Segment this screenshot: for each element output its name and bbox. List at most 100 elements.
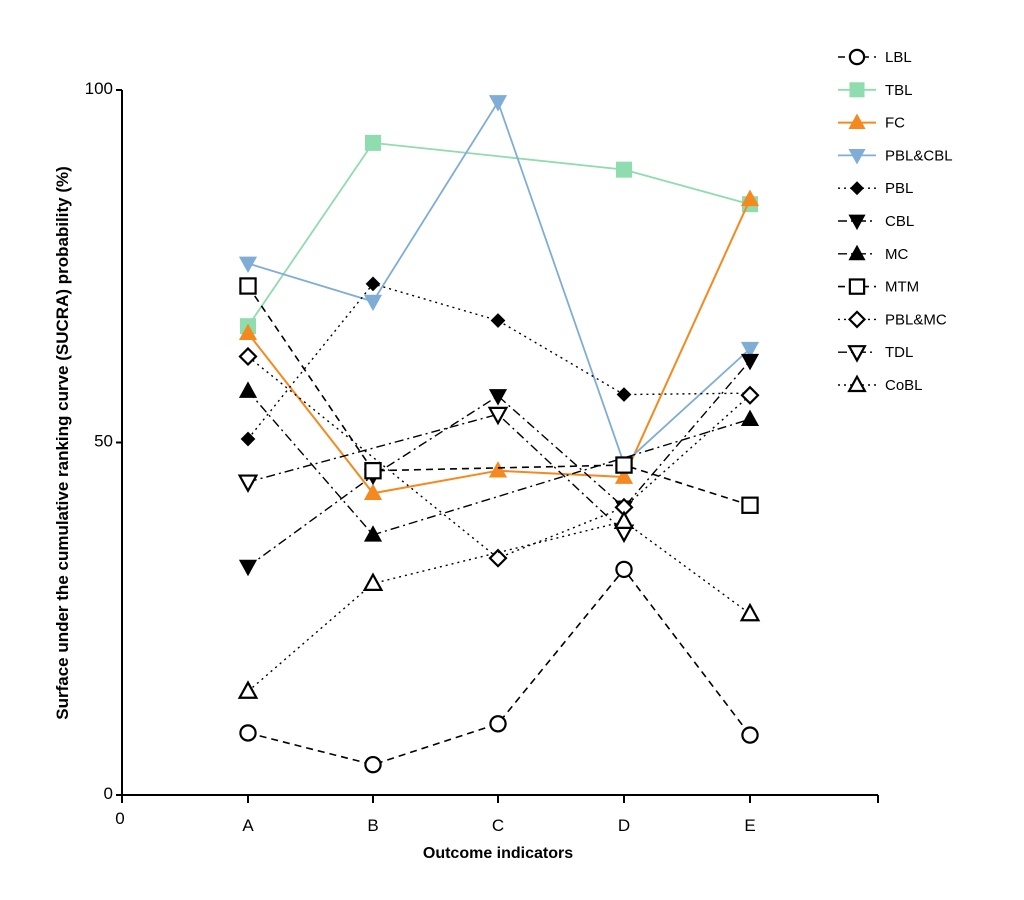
y-ticks: 0 50 100 <box>85 79 122 803</box>
y-axis-title: Surface under the cumulative ranking cur… <box>53 166 72 720</box>
series-layer <box>237 95 761 774</box>
data-point-mc <box>740 409 760 427</box>
series-line-pbl <box>247 283 751 440</box>
data-point-pbl-cbl <box>740 341 760 359</box>
series-mc <box>238 381 760 542</box>
data-point-fc <box>614 467 634 484</box>
legend-item-lbl: LBL <box>838 48 912 66</box>
legend-marker-pbl-mc <box>847 310 867 329</box>
series-line-pbl-mc <box>247 355 751 559</box>
legend-item-mc: MC <box>838 244 908 263</box>
legend-label-mc: MC <box>885 246 908 263</box>
data-point-lbl <box>364 755 382 774</box>
data-point-lbl <box>489 715 507 733</box>
legend-marker-cobl <box>847 374 867 393</box>
legend-item-cobl: CoBL <box>838 374 923 394</box>
legend-marker-lbl <box>848 48 866 66</box>
data-point-mc <box>363 525 383 542</box>
series-line-cobl <box>247 520 751 692</box>
data-point-pbl-cbl <box>238 256 258 274</box>
data-point-cbl <box>488 389 508 406</box>
legend-item-fc: FC <box>838 113 905 132</box>
x-tick-label: A <box>242 816 254 835</box>
series-cobl <box>237 510 761 699</box>
legend-label-tbl: TBL <box>885 82 913 99</box>
legend-marker-mtm <box>848 278 866 295</box>
data-point-pbl-mc <box>740 385 760 405</box>
data-point-pbl <box>616 387 632 402</box>
data-point-pbl-cbl <box>363 294 383 312</box>
x-ticks: A B C D E <box>121 795 879 835</box>
data-point-fc <box>363 483 383 501</box>
series-tbl <box>239 134 759 335</box>
legend-label-pbl-mc: PBL&MC <box>885 311 947 328</box>
legend-label-mtm: MTM <box>885 279 919 296</box>
series-line-fc <box>247 198 751 495</box>
legend-marker-fc <box>848 113 866 130</box>
data-point-mtm <box>364 462 382 480</box>
series-line-lbl <box>247 568 751 766</box>
y-tick-label: 100 <box>85 79 113 98</box>
series-fc <box>238 189 760 501</box>
series-line-tdl <box>247 413 625 533</box>
axes <box>121 90 878 796</box>
y-tick-label: 50 <box>94 432 113 451</box>
data-point-cobl <box>739 602 761 622</box>
data-point-mtm <box>615 456 633 474</box>
legend-item-pbl: PBL <box>838 180 913 197</box>
legend-label-fc: FC <box>885 115 905 132</box>
legend-label-lbl: LBL <box>885 49 912 66</box>
data-point-lbl <box>615 560 633 579</box>
data-point-lbl <box>741 726 759 744</box>
data-point-pbl <box>240 431 256 447</box>
x-axis-title: Outcome indicators <box>423 845 573 862</box>
legend-marker-cbl <box>848 214 866 231</box>
data-point-tbl <box>364 134 381 151</box>
data-point-lbl <box>239 724 257 742</box>
legend-marker-mc <box>848 244 866 261</box>
data-point-pbl-mc <box>238 346 258 367</box>
legend-label-cbl: CBL <box>885 213 914 230</box>
data-point-pbl <box>365 276 381 292</box>
data-point-cobl <box>613 510 635 529</box>
legend-marker-pbl-cbl <box>848 148 866 165</box>
data-point-cobl <box>362 572 384 592</box>
data-point-mtm <box>239 277 257 295</box>
legend-label-cobl: CoBL <box>885 377 923 394</box>
x-tick-label: E <box>744 816 755 835</box>
series-pbl-mc <box>238 346 760 568</box>
y-tick-label: 0 <box>104 784 113 803</box>
data-point-mc <box>238 381 258 398</box>
x-tick-label: D <box>618 816 630 835</box>
series-line-cbl <box>247 360 751 568</box>
data-point-tbl <box>616 161 633 178</box>
legend-item-tbl: TBL <box>838 82 913 99</box>
legend-label-pbl-cbl: PBL&CBL <box>885 147 953 164</box>
data-point-pbl <box>490 313 506 328</box>
legend: LBL TBL FC PBL&CBL PBL CBL MC MTM PBL&MC TDL CoBL <box>838 48 953 394</box>
legend-item-mtm: MTM <box>838 278 919 296</box>
legend-label-tdl: TDL <box>885 344 913 361</box>
series-lbl <box>239 560 759 774</box>
data-point-cbl <box>740 353 760 371</box>
series-mtm <box>239 277 759 514</box>
data-point-pbl-mc <box>488 548 508 568</box>
data-point-fc <box>488 461 508 478</box>
data-point-tdl <box>487 406 509 426</box>
legend-item-pbl-cbl: PBL&CBL <box>838 147 953 165</box>
series-line-mtm <box>247 285 751 507</box>
legend-label-pbl: PBL <box>885 180 913 197</box>
legend-marker-tbl <box>849 82 865 98</box>
data-point-tdl <box>237 474 259 494</box>
legend-item-pbl-mc: PBL&MC <box>838 310 947 329</box>
data-point-pbl-cbl <box>488 95 508 112</box>
legend-marker-pbl <box>850 181 864 196</box>
legend-item-cbl: CBL <box>838 213 914 231</box>
x-origin-label: 0 <box>115 809 124 828</box>
legend-item-tdl: TDL <box>838 344 913 363</box>
data-point-cbl <box>238 559 258 577</box>
data-point-fc <box>740 189 760 207</box>
legend-marker-tdl <box>847 345 867 363</box>
x-tick-label: B <box>367 816 378 835</box>
